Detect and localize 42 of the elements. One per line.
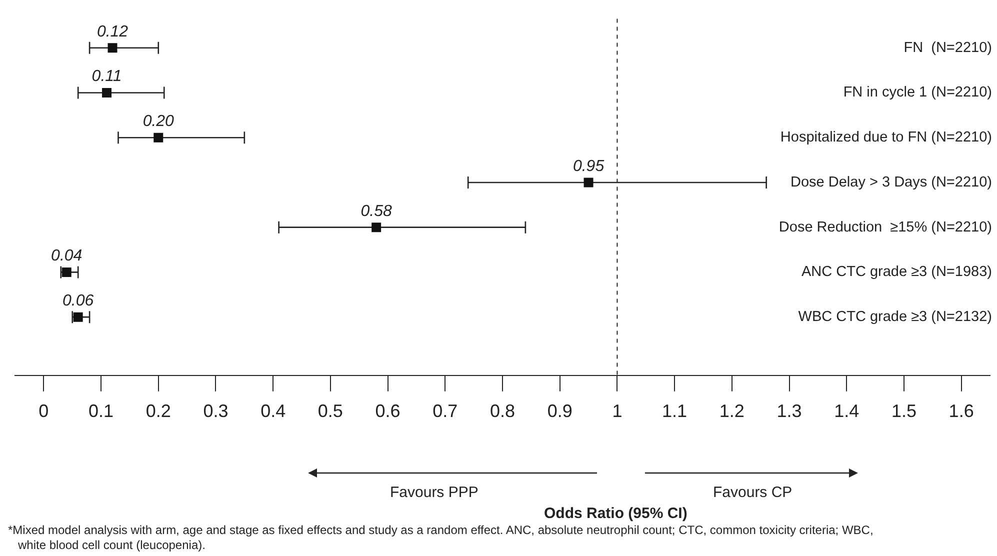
data-label: 0.58 [360,202,392,220]
x-tick-label: 0.8 [490,401,516,422]
y-tick-label: Dose Reduction ≥15% (N=2210) [778,219,992,236]
x-tick-label: 0.3 [203,401,228,422]
point [102,88,112,98]
y-tick-label: WBC CTC grade ≥3 (N=2132) [798,309,992,326]
y-tick-label: Dose Delay > 3 Days (N=2210) [790,174,992,190]
x-tick-label: 0 [38,401,49,422]
x-tick-label: 0.2 [146,401,171,422]
data-label: 0.11 [92,68,122,86]
x-tick-label: 1.4 [834,401,860,422]
y-tick-label: FN in cycle 1 (N=2210) [843,84,992,101]
x-tick-label: 1.1 [662,401,688,422]
text: *Mixed model analysis with arm, age and stage as fixed effects and study as a random effect. ANC, absolute neutrophil count; CTC, common toxicity criteria; WBC, white blood cell count (leucopenia). [8,523,874,553]
x-tick-label: 0.5 [318,401,343,422]
x-tick-label: 1 [612,401,622,422]
data-label: 0.20 [142,113,174,130]
text: Odds Ratio (95% CI) [544,505,688,522]
data-label: 0.12 [96,23,128,40]
point [372,222,382,232]
point [62,267,72,277]
y-tick-label: ANC CTC grade ≥3 (N=1983) [802,264,992,280]
point [73,312,83,322]
x-tick-label: 1.6 [948,401,974,422]
data-label: 0.95 [572,158,604,175]
y-tick-label: FN (N=2210) [904,40,992,56]
x-tick-label: 0.1 [88,401,114,422]
x-tick-label: 1.2 [719,401,744,422]
x-tick-label: 0.6 [375,401,400,422]
data-label: 0.06 [62,292,94,310]
text: Favours CP [713,484,792,501]
x-tick-label: 1.3 [776,401,802,422]
text: Favours PPP [390,484,478,501]
x-tick-label: 1.5 [891,401,916,422]
data-label: 0.04 [51,248,82,265]
point [108,43,118,53]
y-tick-label: Hospitalized due to FN (N=2210) [780,130,992,146]
x-tick-label: 0.7 [432,401,458,422]
x-tick-label: 0.9 [547,401,572,422]
point [584,178,594,188]
point [154,132,164,142]
x-tick-label: 0.4 [260,401,286,422]
